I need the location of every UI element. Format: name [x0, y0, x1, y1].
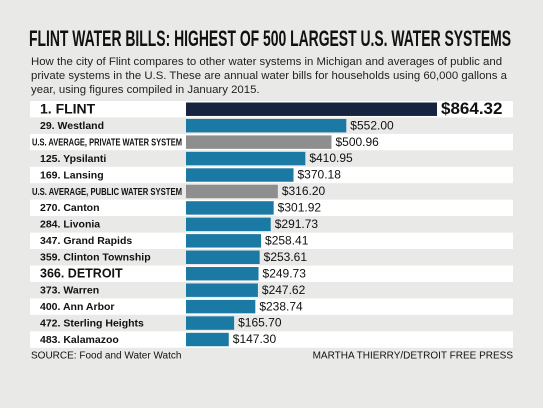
y-tick-label: 169. Lansing — [40, 169, 104, 181]
value-label: $253.61 — [264, 250, 308, 264]
chart-title: FLINT WATER BILLS: HIGHEST OF 500 LARGES… — [29, 26, 511, 51]
row-band — [30, 216, 513, 233]
y-tick-label: 29. Westland — [40, 120, 104, 132]
bar — [186, 118, 347, 133]
y-tick-label: 359. Clinton Township — [40, 252, 151, 264]
row-band — [30, 265, 513, 282]
y-tick-label: 366. DETROIT — [40, 267, 123, 281]
value-label: $301.92 — [278, 201, 322, 215]
y-tick-label: 483. Kalamazoo — [40, 334, 119, 346]
bar — [186, 168, 294, 182]
bar — [186, 151, 306, 166]
value-label: $249.73 — [263, 266, 307, 280]
bar — [186, 184, 278, 199]
y-tick-label: U.S. AVERAGE, PRIVATE WATER SYSTEM — [32, 136, 182, 148]
y-tick-label: 125. Ypsilanti — [40, 153, 106, 165]
value-label: $864.32 — [441, 99, 502, 118]
y-tick-label: 347. Grand Rapids — [40, 235, 132, 247]
value-label: $238.74 — [259, 299, 303, 313]
bar — [186, 201, 274, 215]
row-band — [30, 314, 513, 332]
bar — [186, 283, 258, 297]
bar — [186, 332, 229, 347]
value-label: $165.70 — [238, 316, 282, 330]
bar — [186, 135, 332, 149]
value-label: $370.18 — [298, 168, 342, 182]
row-band — [30, 249, 513, 266]
y-tick-label: U.S. AVERAGE, PUBLIC WATER SYSTEM — [32, 186, 182, 198]
row-band — [30, 281, 513, 299]
source: SOURCE: Food and Water Watch — [31, 351, 181, 362]
value-label: $316.20 — [282, 184, 326, 198]
row-band — [30, 232, 513, 250]
y-tick-label: 1. FLINT — [40, 100, 96, 116]
bar — [186, 299, 256, 314]
bar — [186, 217, 271, 232]
chart-subtitle: How the city of Flint compares to other … — [31, 56, 507, 96]
value-label: $410.95 — [309, 151, 353, 165]
value-label: $258.41 — [265, 233, 309, 247]
bar — [186, 250, 260, 264]
y-tick-label: 270. Canton — [40, 202, 100, 214]
value-label: $552.00 — [350, 118, 394, 132]
bar — [186, 234, 262, 248]
value-label: $291.73 — [275, 217, 319, 231]
value-label: $500.96 — [335, 135, 379, 149]
value-label: $247.62 — [262, 283, 306, 297]
y-tick-label: 284. Livonia — [40, 219, 100, 231]
value-label: $147.30 — [233, 332, 277, 346]
row-band — [30, 298, 513, 315]
row-band — [30, 331, 513, 348]
bar — [186, 102, 437, 116]
bar — [186, 316, 235, 330]
y-tick-label: 400. Ann Arbor — [40, 301, 114, 313]
y-tick-label: 472. Sterling Heights — [40, 317, 144, 329]
y-tick-label: 373. Warren — [40, 284, 99, 296]
bar — [186, 267, 259, 281]
credit: MARTHA THIERRY/DETROIT FREE PRESS — [313, 351, 514, 362]
